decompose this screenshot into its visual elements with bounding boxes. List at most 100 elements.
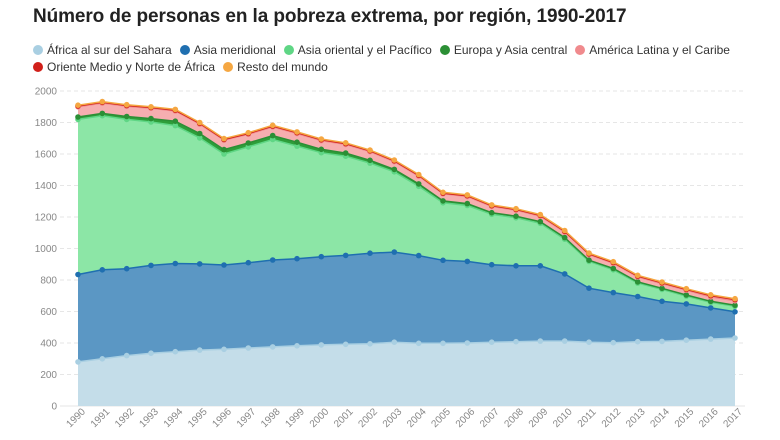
y-tick-label: 1800 xyxy=(35,118,58,129)
x-tick-label: 2014 xyxy=(648,406,672,430)
data-point xyxy=(586,257,592,264)
x-tick-label: 2008 xyxy=(502,406,526,430)
data-point xyxy=(172,348,179,355)
data-point xyxy=(707,336,714,342)
data-point xyxy=(245,259,252,266)
data-point xyxy=(221,135,227,142)
x-tick-label: 1995 xyxy=(186,406,210,430)
data-point xyxy=(634,272,641,279)
data-point xyxy=(245,144,252,150)
chart-title: Número de personas en la pobreza extrema… xyxy=(33,6,627,27)
data-point xyxy=(440,198,446,204)
data-point xyxy=(148,115,154,122)
data-point xyxy=(488,339,495,346)
data-point xyxy=(707,298,714,305)
legend-swatch xyxy=(283,45,294,55)
x-tick-label: 2011 xyxy=(576,406,599,429)
x-tick-label: 2013 xyxy=(624,406,648,430)
area-series xyxy=(78,252,735,362)
data-point xyxy=(610,258,617,265)
data-point xyxy=(586,339,592,346)
data-point xyxy=(537,211,544,218)
data-point xyxy=(561,227,568,234)
data-point xyxy=(99,356,106,362)
legend-item[interactable]: Oriente Medio y Norte de África xyxy=(33,59,215,75)
legend-label: Oriente Medio y Norte de África xyxy=(47,60,216,74)
legend-item[interactable]: América Latina y el Caribe xyxy=(575,42,730,58)
data-point xyxy=(196,347,203,353)
data-point xyxy=(440,340,446,347)
legend-item[interactable]: Asia oriental y el Pacífico xyxy=(283,42,432,58)
area-series xyxy=(78,338,735,406)
y-tick-label: 2000 xyxy=(35,87,58,98)
data-point xyxy=(513,213,519,219)
legend-item[interactable]: Resto del mundo xyxy=(223,59,328,75)
data-point xyxy=(318,146,325,153)
data-point xyxy=(610,339,617,346)
data-point xyxy=(196,135,203,141)
x-tick-label: 1993 xyxy=(137,406,161,430)
data-point xyxy=(221,146,227,153)
data-point xyxy=(99,98,106,105)
legend-item[interactable]: Europa y Asia central xyxy=(439,42,567,58)
data-point xyxy=(683,337,690,344)
data-point xyxy=(123,113,130,120)
data-point xyxy=(464,340,471,346)
data-point xyxy=(440,189,446,196)
series-line xyxy=(77,100,736,300)
x-tick-label: 1997 xyxy=(235,406,259,430)
data-point xyxy=(245,129,252,136)
legend-label: Resto del mundo xyxy=(237,60,328,74)
data-point xyxy=(245,345,252,351)
data-point xyxy=(440,257,446,264)
legend-label: Asia oriental y el Pacífico xyxy=(297,43,432,57)
data-point xyxy=(561,271,568,277)
data-point xyxy=(537,218,544,225)
data-point xyxy=(537,263,544,269)
data-point xyxy=(732,302,738,309)
legend-item[interactable]: África al sur del Sahara xyxy=(33,42,172,58)
data-point xyxy=(683,285,690,292)
data-point xyxy=(391,166,398,173)
data-point xyxy=(415,252,422,259)
y-tick-label: 600 xyxy=(40,307,57,318)
data-point xyxy=(464,258,471,265)
x-tick-label: 1998 xyxy=(259,406,283,430)
data-point xyxy=(75,271,81,278)
x-tick-label: 1999 xyxy=(283,406,307,430)
data-point xyxy=(488,202,495,208)
legend-label: África al sur del Sahara xyxy=(47,43,172,57)
data-point xyxy=(464,192,471,198)
data-point xyxy=(269,257,276,263)
legend-swatch xyxy=(179,45,190,55)
data-point xyxy=(659,285,665,292)
data-point xyxy=(415,181,422,187)
chart-legend: África al sur del Sahara Asia meridional A… xyxy=(33,42,753,76)
data-point xyxy=(99,110,106,117)
x-tick-label: 2002 xyxy=(356,406,380,430)
x-tick-label: 2005 xyxy=(429,406,453,430)
data-point xyxy=(391,157,398,163)
x-tick-label: 2001 xyxy=(332,406,356,430)
series-line xyxy=(77,251,736,313)
data-point xyxy=(683,292,690,298)
legend-item[interactable]: Asia meridional xyxy=(179,42,276,58)
data-point xyxy=(659,298,665,305)
legend-swatch xyxy=(33,62,43,72)
x-tick-label: 1991 xyxy=(89,406,113,430)
legend-label: Asia meridional xyxy=(193,43,276,57)
data-point xyxy=(99,267,106,273)
data-point xyxy=(75,359,81,365)
data-point xyxy=(269,132,276,139)
y-tick-label: 1000 xyxy=(35,244,58,255)
data-point xyxy=(196,130,203,137)
x-tick-label: 2004 xyxy=(405,406,429,430)
data-point xyxy=(269,122,276,129)
data-point xyxy=(342,341,349,348)
x-tick-label: 1992 xyxy=(113,406,137,430)
data-point xyxy=(537,338,544,344)
legend-label: América Latina y el Caribe xyxy=(589,43,730,57)
x-tick-label: 2012 xyxy=(600,406,624,430)
x-tick-label: 2015 xyxy=(673,406,697,430)
